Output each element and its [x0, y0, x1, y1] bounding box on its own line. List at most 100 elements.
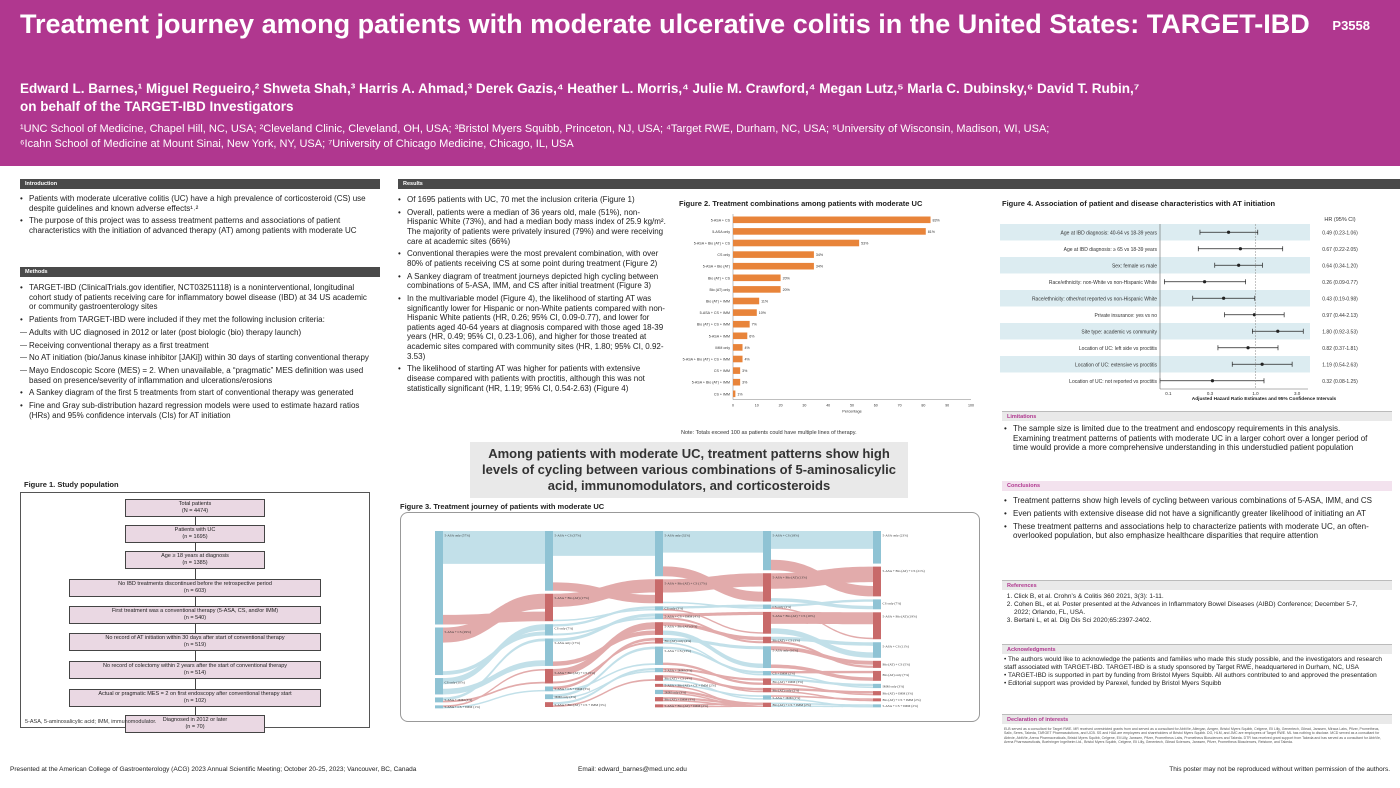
- flowchart-step-label: First treatment was a conventional thera…: [111, 608, 279, 614]
- intro-bullet: Patients with moderate ulcerative coliti…: [20, 194, 375, 213]
- key-finding-callout: Among patients with moderate UC, treatme…: [470, 442, 908, 498]
- flowchart-connector: [195, 707, 196, 715]
- limitations-text: The sample size is limited due to the tr…: [1004, 424, 1374, 456]
- conclusions-list: Treatment patterns show high levels of c…: [1004, 496, 1374, 541]
- bar-value-label: 20%: [783, 288, 791, 292]
- row-band: [1000, 323, 1310, 340]
- sankey-node: [873, 612, 881, 640]
- hr-point: [1202, 280, 1207, 284]
- limitations-heading: Limitations: [1002, 411, 1392, 421]
- methods-heading: Methods: [20, 267, 380, 277]
- category-label: CS only: [717, 253, 730, 257]
- flowchart-connector: [195, 651, 196, 661]
- acknowledgment-item: • TARGET-IBD is supported in part by fun…: [1004, 672, 1377, 679]
- sankey-node: [655, 579, 663, 604]
- introduction-list: Patients with moderate ulcerative coliti…: [20, 194, 375, 236]
- sankey-flow: [663, 622, 763, 641]
- authors-line-2: on behalf of the TARGET-IBD Investigator…: [20, 99, 294, 114]
- sankey-node-label: 5-ASA + Bio (AT) + CS (21%): [883, 569, 925, 573]
- sankey-flow: [443, 668, 545, 708]
- x-axis-label: Adjusted Hazard Ratio Estimates and 95% …: [1192, 396, 1337, 402]
- flowchart-connector: [195, 569, 196, 579]
- hr-value: 1.19 (0.54-2.63): [1322, 362, 1358, 368]
- methods-text: TARGET-IBD (ClinicalTrials.gov identifie…: [20, 283, 375, 424]
- sankey-flow: [771, 531, 873, 549]
- sankey-flow: [553, 606, 655, 627]
- sankey-flow: [553, 609, 655, 622]
- figure1-title: Figure 1. Study population: [24, 480, 119, 489]
- sankey-node-label: 5-ASA + IMM (3%): [445, 698, 473, 702]
- sankey-flow: [663, 637, 763, 650]
- sankey-node: [763, 636, 771, 644]
- flowchart-step-count: (n = 1385): [182, 560, 208, 566]
- flowchart-step-label: Actual or pragmatic MES = 2 on first end…: [98, 691, 292, 697]
- limitations-list: The sample size is limited due to the tr…: [1004, 424, 1374, 453]
- category-label: Bio (AT) only: [709, 288, 730, 292]
- hr-point: [1237, 263, 1241, 267]
- sankey-node: [873, 566, 881, 597]
- flowchart-step-count: (n = 519): [183, 642, 207, 648]
- hr-value: 0.43 (0.19-0.98): [1322, 296, 1358, 302]
- sankey-node: [435, 531, 443, 625]
- bar-value-label: 11%: [761, 300, 769, 304]
- flowchart-step: Actual or pragmatic MES = 2 on first end…: [69, 689, 321, 707]
- figure3-title: Figure 3. Treatment journey of patients …: [400, 502, 605, 511]
- hr-point: [1252, 313, 1257, 317]
- sankey-node-label: 5-ASA + CS (13%): [665, 649, 692, 653]
- sankey-flow: [553, 613, 655, 642]
- flowchart-step: No record of AT initiation within 30 day…: [69, 633, 321, 651]
- flowchart-step-label: Patients with UC: [174, 527, 216, 533]
- figure1-flowchart: Total patients (N = 4474) Patients with UC…: [20, 492, 370, 733]
- sankey-node-label: CS only (3%): [665, 607, 684, 611]
- sankey-node: [873, 531, 881, 564]
- sankey-node-label: 5-ASA only (57%): [445, 533, 471, 537]
- introduction-heading: Introduction: [20, 179, 380, 189]
- sankey-node-label: Bio (AT) + IMM (3%): [883, 692, 914, 696]
- sankey-flow: [443, 624, 545, 685]
- bar-value-label: 4%: [745, 346, 751, 350]
- hr-point: [1222, 296, 1226, 300]
- sankey-node: [763, 671, 771, 676]
- poster-footer: Presented at the American College of Gas…: [0, 762, 1400, 788]
- category-label: 5-ASA + CS + IMM: [700, 311, 730, 315]
- sankey-node: [545, 702, 553, 707]
- sankey-flow: [771, 702, 873, 706]
- x-tick-label: 30: [802, 404, 806, 408]
- sankey-node-label: 5-ASA only (10%): [773, 649, 799, 653]
- sankey-flow: [553, 646, 655, 697]
- hr-point: [1246, 346, 1250, 350]
- category-label: Bio (AT) + CS + IMM: [697, 323, 730, 327]
- flowchart-step-count: (n = 514): [183, 670, 207, 676]
- sankey-node-label: 5-ASA + Bio (AT) + CS (10%): [773, 614, 815, 618]
- flowchart-step: Age ≥ 18 years at diagnosis (n = 1385): [125, 551, 265, 569]
- x-axis-label: Percentage: [842, 410, 861, 414]
- sankey-flow: [663, 601, 763, 609]
- sankey-node-label: 5-ASA + CS + IMM (1%): [445, 705, 481, 709]
- sankey-node: [545, 593, 553, 622]
- row-band: [1000, 356, 1310, 373]
- sankey-node: [873, 642, 881, 658]
- figure2-bar-chart: 5-ASA + CS 83% 5-ASA only 81% 5-ASA + Bio (A…: [678, 210, 978, 425]
- flowchart-step-label: Age ≥ 18 years at diagnosis: [161, 553, 229, 559]
- footer-copyright: This poster may not be reproduced withou…: [1169, 766, 1390, 773]
- sankey-node: [435, 697, 443, 703]
- results-bullet: In the multivariable model (Figure 4), t…: [398, 294, 666, 361]
- figure2-title: Figure 2. Treatment combinations among p…: [679, 199, 923, 208]
- flowchart-step: Total patients (N = 4474): [125, 499, 265, 517]
- poster-id: P3558: [1332, 18, 1370, 33]
- sankey-flow: [663, 531, 763, 553]
- x-tick-label: 0.3: [1207, 391, 1214, 396]
- flowchart-step-count: (n = 102): [183, 698, 207, 704]
- bar-value-label: 83%: [933, 218, 941, 222]
- bar: [733, 332, 748, 340]
- sankey-flow: [553, 622, 655, 676]
- sankey-flow: [663, 675, 763, 691]
- bar: [733, 355, 743, 363]
- sankey-flow: [553, 679, 655, 707]
- flowchart-step: Patients with UC (n = 1695): [125, 525, 265, 543]
- x-tick-label: 50: [850, 404, 854, 408]
- sankey-node-label: 5-ASA only (32%): [665, 533, 691, 537]
- poster-title: Treatment journey among patients with mo…: [20, 9, 1310, 39]
- sankey-node: [545, 686, 553, 692]
- sankey-node: [763, 604, 771, 609]
